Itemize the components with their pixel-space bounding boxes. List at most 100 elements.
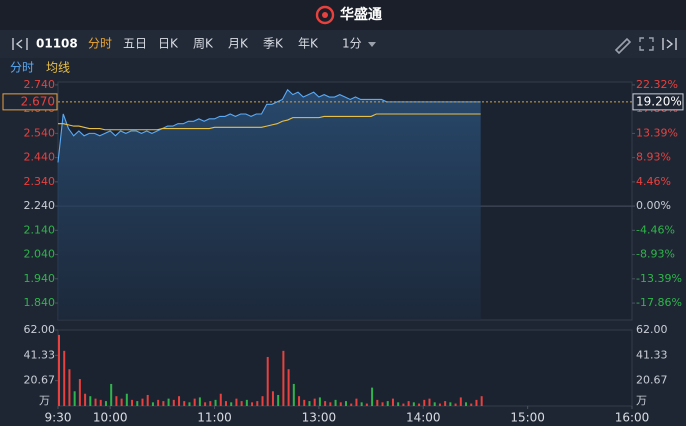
y-tick-label: 2.040 [24,248,56,261]
volume-tick-label-right: 20.67 [636,374,668,387]
volume-bar [318,397,321,406]
y2-tick-label: -13.39% [636,272,682,285]
volume-bar [313,398,316,406]
x-tick-label: 14:00 [406,411,441,425]
volume-bar [371,387,374,406]
volume-unit-right: 万 [636,394,647,407]
volume-bar [151,402,154,406]
current-change-label: 19.20% [636,94,682,108]
y2-tick-label: 0.00% [636,199,671,212]
volume-bar [475,399,478,406]
toolbar [0,30,686,58]
volume-bar [402,403,405,406]
expand-icon[interactable] [662,38,677,50]
period-tab[interactable]: 季K [263,37,284,51]
legend-entry[interactable]: 均线 [46,61,70,75]
volume-bar [230,402,233,406]
volume-unit: 万 [39,394,50,407]
app-title: 华盛通 [340,6,382,23]
legend-entry[interactable]: 分时 [10,61,34,75]
volume-bar [183,401,186,406]
volume-bar [308,401,311,406]
volume-bar [334,399,337,406]
volume-bar [162,401,165,406]
dropdown-arrow[interactable] [368,42,376,47]
y2-tick-label: -4.46% [636,223,675,236]
volume-tick-label-right: 41.33 [636,348,668,361]
volume-bar [58,334,60,406]
volume-bar [78,379,81,406]
volume-bar [110,383,113,406]
volume-bar [104,401,107,406]
draw-icon[interactable] [614,37,632,55]
y2-tick-label: -17.86% [636,296,682,309]
stock-code: 01108 [36,37,78,51]
volume-bar [266,356,269,406]
y2-tick-label: 8.93% [636,151,671,164]
volume-bar [84,393,87,406]
x-tick-label: 9:30 [45,411,72,425]
volume-bar [391,398,394,406]
volume-bar [261,396,264,406]
volume-bar [470,403,473,406]
current-price-label: 2.670 [21,94,55,108]
collapse-icon[interactable] [12,38,28,50]
volume-bar [120,398,123,406]
volume-bar [360,402,363,406]
volume-bar [94,398,97,406]
volume-bar [125,393,128,406]
volume-tick-label: 20.67 [24,374,56,387]
current-change-box [632,93,684,111]
volume-bar [136,401,139,406]
x-tick-label: 16:00 [615,411,650,425]
y-tick-label: 2.140 [24,223,56,236]
volume-bar [99,399,102,406]
y2-tick-label: 22.32% [636,78,678,91]
y-tick-label: 1.940 [24,272,56,285]
x-tick-label: 15:00 [510,411,545,425]
volume-tick-label-right: 62.00 [636,323,668,336]
volume-bar [454,403,457,406]
volume-plot-frame [57,329,633,407]
volume-bar [115,396,118,406]
volume-bar [256,401,259,406]
volume-bar [418,403,421,406]
volume-bar [193,398,196,406]
period-tab[interactable]: 年K [298,37,319,51]
volume-bar [365,403,368,406]
period-tab[interactable]: 分时 [88,37,112,51]
volume-bar [449,402,452,406]
volume-bar [376,399,379,406]
period-tab[interactable]: 周K [193,37,214,51]
volume-bar [209,401,212,406]
volume-bar [204,402,207,406]
volume-bar [172,399,175,406]
x-tick-label: 10:00 [93,411,128,425]
header-bar [0,0,686,30]
price-area [58,89,481,320]
y-tick-label: 2.340 [24,175,56,188]
volume-bar [397,402,400,406]
period-tab[interactable]: 月K [228,37,249,51]
fullscreen-icon[interactable] [639,37,654,51]
volume-bar [251,402,254,406]
volume-bar [141,398,144,406]
y-tick-label: 2.440 [24,151,56,164]
volume-bar [386,401,389,406]
volume-bar [303,399,306,406]
volume-bar [412,402,415,406]
period-tab[interactable]: 五日 [123,37,147,51]
volume-bar [167,398,170,406]
volume-bar [444,401,447,406]
y-tick-label: 2.740 [24,78,56,91]
volume-bar [324,401,327,406]
interval-select[interactable]: 1分 [342,37,362,51]
volume-bar [423,399,426,406]
volume-bar [345,401,347,406]
volume-bar [465,402,468,406]
y2-tick-label: -8.93% [636,248,675,261]
volume-bar [235,398,238,406]
logo [315,5,335,25]
period-tab[interactable]: 日K [158,37,179,51]
